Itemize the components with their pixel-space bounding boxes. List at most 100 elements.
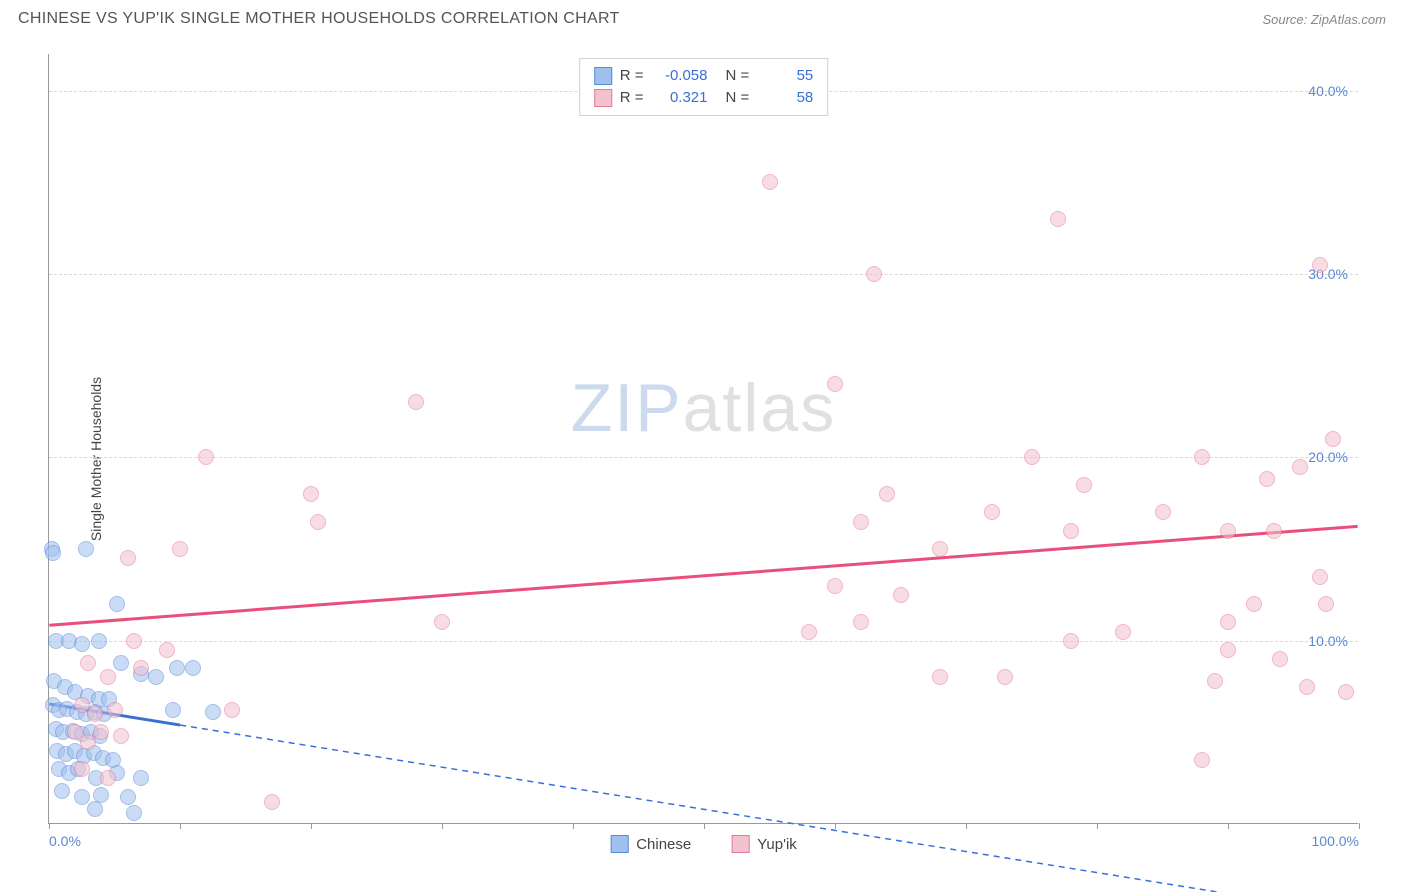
stat-r-value: -0.058	[652, 65, 708, 87]
x-tick	[49, 823, 50, 829]
data-point	[408, 394, 424, 410]
chart-container: Single Mother Households ZIPatlas R =-0.…	[18, 44, 1388, 874]
data-point	[87, 801, 103, 817]
legend-swatch	[731, 835, 749, 853]
data-point	[932, 669, 948, 685]
data-point	[997, 669, 1013, 685]
series-legend: Chinese Yup'ik	[610, 835, 797, 853]
series-name: Yup'ik	[757, 836, 797, 853]
stat-legend-row: R =0.321N =58	[594, 87, 814, 109]
data-point	[172, 541, 188, 557]
data-point	[801, 624, 817, 640]
y-tick-label: 10.0%	[1308, 633, 1348, 649]
data-point	[1220, 642, 1236, 658]
data-point	[1246, 596, 1262, 612]
x-tick	[311, 823, 312, 829]
series-legend-item: Yup'ik	[731, 835, 797, 853]
page-title: CHINESE VS YUP'IK SINGLE MOTHER HOUSEHOL…	[18, 10, 620, 28]
data-point	[879, 486, 895, 502]
series-legend-item: Chinese	[610, 835, 691, 853]
data-point	[198, 449, 214, 465]
data-point	[1299, 679, 1315, 695]
data-point	[169, 660, 185, 676]
data-point	[1325, 431, 1341, 447]
data-point	[205, 704, 221, 720]
data-point	[1259, 471, 1275, 487]
watermark-zip: ZIP	[571, 370, 683, 446]
x-tick	[704, 823, 705, 829]
gridline-h	[49, 274, 1358, 275]
stat-n-label: N =	[726, 87, 750, 109]
source-prefix: Source:	[1262, 12, 1310, 27]
data-point	[78, 541, 94, 557]
x-tick	[180, 823, 181, 829]
data-point	[893, 587, 909, 603]
data-point	[113, 728, 129, 744]
data-point	[310, 514, 326, 530]
data-point	[434, 614, 450, 630]
data-point	[1050, 211, 1066, 227]
data-point	[264, 794, 280, 810]
data-point	[1063, 633, 1079, 649]
data-point	[1318, 596, 1334, 612]
watermark: ZIPatlas	[571, 369, 836, 447]
scatter-plot: ZIPatlas R =-0.058N =55R =0.321N =58 Chi…	[48, 54, 1358, 824]
stat-legend-row: R =-0.058N =55	[594, 65, 814, 87]
data-point	[80, 655, 96, 671]
data-point	[1312, 569, 1328, 585]
data-point	[1155, 504, 1171, 520]
stat-n-value: 58	[757, 87, 813, 109]
data-point	[224, 702, 240, 718]
gridline-h	[49, 641, 1358, 642]
stat-r-value: 0.321	[652, 87, 708, 109]
data-point	[1312, 257, 1328, 273]
data-point	[126, 805, 142, 821]
data-point	[107, 702, 123, 718]
data-point	[113, 655, 129, 671]
source-link[interactable]: ZipAtlas.com	[1311, 12, 1386, 27]
data-point	[1076, 477, 1092, 493]
data-point	[159, 642, 175, 658]
watermark-atlas: atlas	[683, 370, 837, 446]
data-point	[866, 266, 882, 282]
data-point	[1194, 752, 1210, 768]
data-point	[87, 706, 103, 722]
data-point	[1220, 523, 1236, 539]
data-point	[54, 783, 70, 799]
gridline-h	[49, 457, 1358, 458]
x-tick	[1359, 823, 1360, 829]
x-tick	[966, 823, 967, 829]
data-point	[1266, 523, 1282, 539]
data-point	[120, 789, 136, 805]
x-tick	[1228, 823, 1229, 829]
legend-swatch	[610, 835, 628, 853]
data-point	[109, 596, 125, 612]
stat-n-label: N =	[726, 65, 750, 87]
series-name: Chinese	[636, 836, 691, 853]
x-tick	[573, 823, 574, 829]
data-point	[45, 545, 61, 561]
data-point	[1063, 523, 1079, 539]
data-point	[984, 504, 1000, 520]
stat-n-value: 55	[757, 65, 813, 87]
data-point	[74, 789, 90, 805]
x-tick	[442, 823, 443, 829]
data-point	[93, 724, 109, 740]
data-point	[133, 770, 149, 786]
data-point	[185, 660, 201, 676]
legend-swatch	[594, 89, 612, 107]
data-point	[1207, 673, 1223, 689]
trend-lines	[49, 54, 1358, 823]
source-attribution: Source: ZipAtlas.com	[1262, 12, 1386, 27]
data-point	[165, 702, 181, 718]
x-tick-label: 100.0%	[1312, 833, 1359, 849]
data-point	[100, 669, 116, 685]
data-point	[1115, 624, 1131, 640]
legend-swatch	[594, 67, 612, 85]
x-tick	[835, 823, 836, 829]
data-point	[1338, 684, 1354, 700]
data-point	[853, 614, 869, 630]
data-point	[932, 541, 948, 557]
data-point	[148, 669, 164, 685]
data-point	[1272, 651, 1288, 667]
